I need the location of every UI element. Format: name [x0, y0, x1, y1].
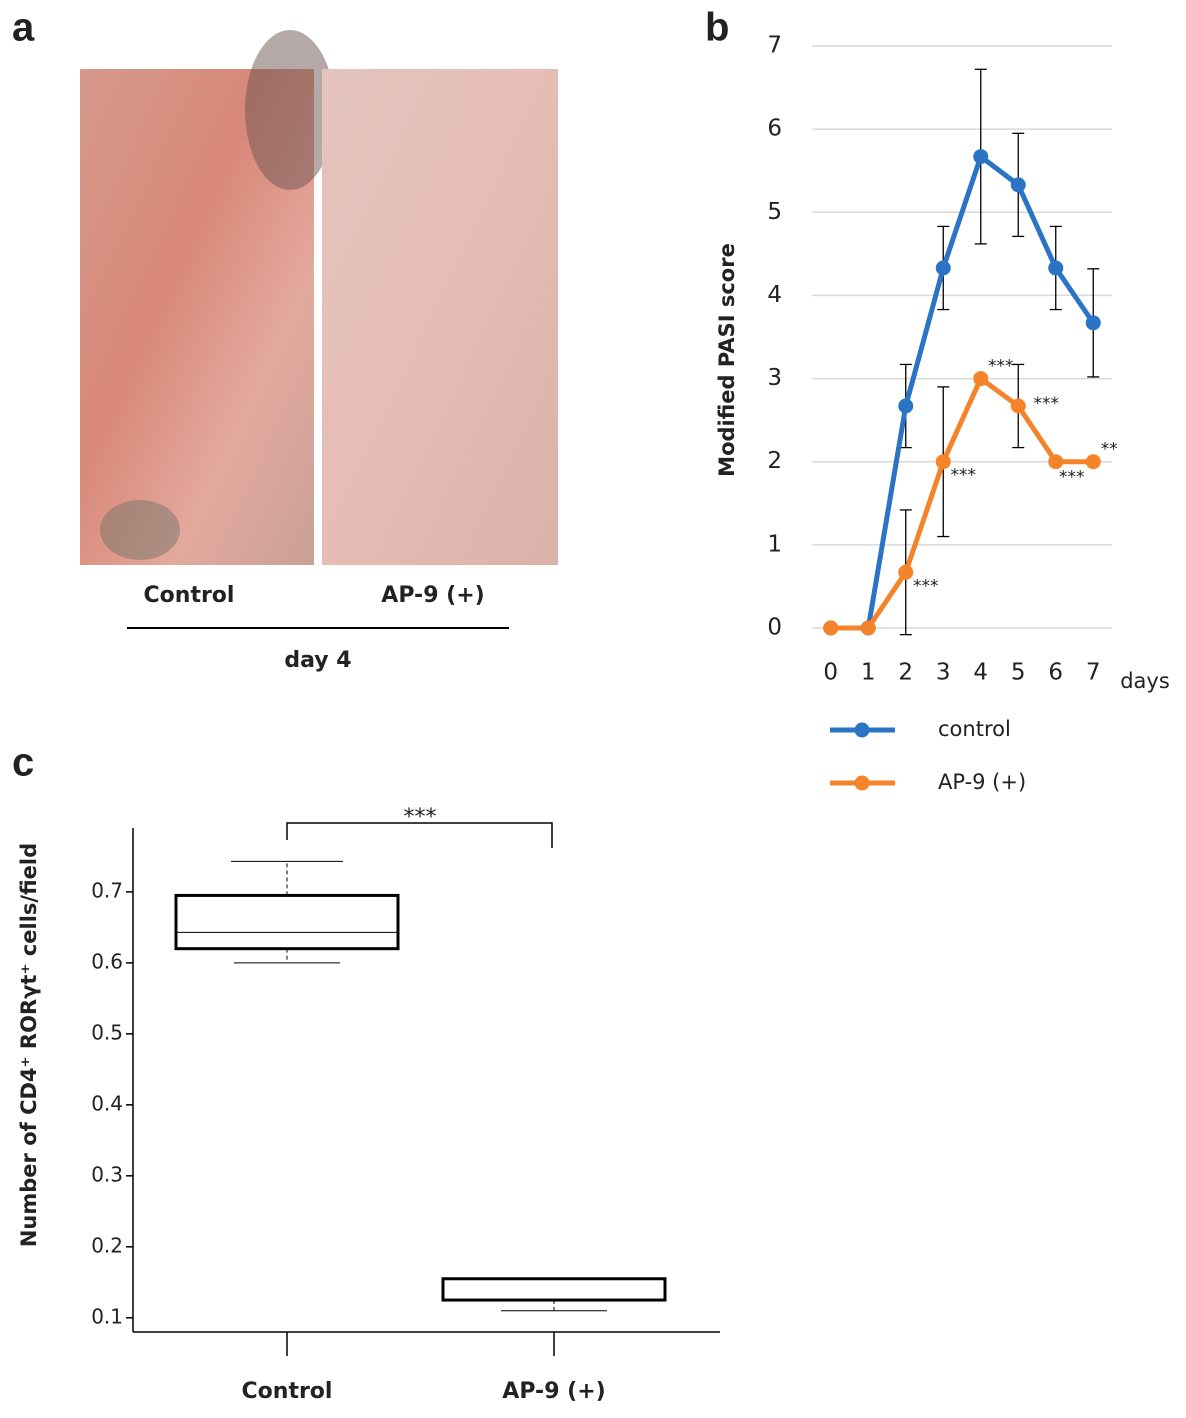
point	[1010, 177, 1026, 193]
legend-marker	[854, 722, 870, 738]
x-tick-label: 1	[861, 660, 876, 686]
x-tick-label: 5	[1011, 660, 1026, 686]
x-tick-label: 3	[936, 660, 951, 686]
x-tick-label: 2	[898, 660, 913, 686]
point	[1085, 315, 1101, 331]
point	[1010, 398, 1026, 414]
legend-label: AP-9 (+)	[938, 770, 1026, 794]
group-label: day 4	[284, 648, 351, 673]
significance-bracket	[286, 822, 553, 848]
significance-label: ***	[951, 466, 977, 486]
y-tick-label: 0.5	[91, 1020, 123, 1044]
point	[973, 371, 989, 387]
significance-label: ***	[988, 357, 1014, 377]
point	[1048, 454, 1064, 470]
y-tick-label: 0.2	[91, 1233, 123, 1257]
point	[935, 260, 951, 276]
y-tick-label: 1	[767, 531, 782, 557]
y-tick-label: 3	[767, 365, 782, 391]
y-tick-label: 0.4	[91, 1091, 123, 1115]
y-tick-label: 4	[767, 282, 782, 308]
point	[973, 149, 989, 165]
point	[1085, 454, 1101, 470]
significance-label: **	[1101, 440, 1118, 460]
photo-shadow	[245, 30, 335, 190]
y-tick-label: 0.6	[91, 949, 123, 973]
significance-label: ***	[1059, 468, 1085, 488]
y-tick-label: 2	[767, 448, 782, 474]
x-tick-label: 4	[973, 660, 988, 686]
significance-label: ***	[404, 805, 437, 830]
point	[860, 620, 876, 636]
y-tick-label: 0	[767, 615, 782, 641]
box	[174, 893, 400, 951]
point	[898, 398, 914, 414]
x-tick-label: 6	[1048, 660, 1063, 686]
point	[898, 564, 914, 580]
significance-label: ***	[913, 576, 939, 596]
box	[441, 1277, 667, 1302]
point	[935, 454, 951, 470]
series-line	[830, 152, 1096, 631]
panel-label: c	[12, 741, 34, 785]
y-axis-label: Number of CD4⁺ RORγt⁺ cells/field	[17, 843, 41, 1247]
photo-label: Control	[144, 583, 235, 608]
y-axis-label: Modified PASI score	[715, 243, 739, 477]
series-line	[830, 374, 1094, 631]
y-tick-label: 6	[767, 116, 782, 142]
y-tick-label: 0.7	[91, 878, 123, 902]
y-tick-label: 0.3	[91, 1162, 123, 1186]
photo-label: AP-9 (+)	[381, 583, 484, 608]
x-tick-label: 7	[1086, 660, 1101, 686]
photo-treated	[322, 69, 558, 565]
y-tick-label: 5	[767, 199, 782, 225]
legend-label: control	[938, 717, 1011, 741]
legend-marker	[854, 775, 870, 791]
y-tick-label: 0.1	[91, 1304, 123, 1328]
x-tick-label: AP-9 (+)	[502, 1379, 605, 1404]
point	[823, 620, 839, 636]
panel-label: a	[12, 6, 35, 50]
x-tick-label: Control	[242, 1379, 333, 1404]
y-tick-label: 7	[767, 33, 782, 59]
x-axis-label: days	[1120, 669, 1170, 693]
photo-shadow	[100, 500, 180, 560]
point	[1048, 260, 1064, 276]
significance-label: ***	[1034, 394, 1060, 414]
x-tick-label: 0	[823, 660, 838, 686]
panel-label: b	[705, 6, 729, 50]
